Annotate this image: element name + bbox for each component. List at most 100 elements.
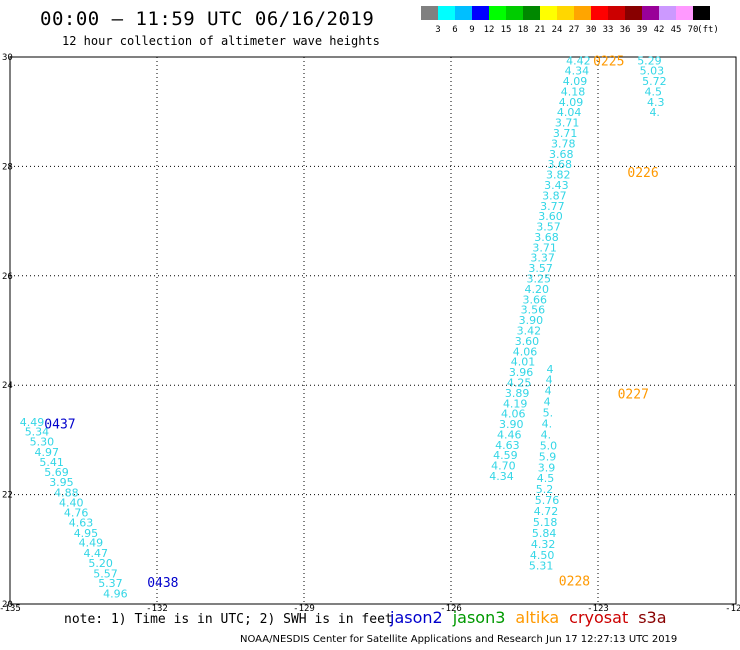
color-scale-legend: 3 6 9 12 15 18 21 24 27 30 33 36 39 42 45 70(ft) (421, 6, 719, 35)
x-tick-label: -132 (146, 604, 168, 612)
scale-swatch (693, 6, 710, 20)
wave-height-value: 4.63 (69, 516, 94, 529)
wave-height-value: 4. (541, 428, 552, 441)
scale-unit: (ft) (697, 25, 719, 35)
wave-height-value: 4.34 (565, 65, 590, 78)
scale-swatch (421, 6, 438, 20)
wave-height-value: 4 (545, 385, 552, 398)
wave-height-value: 4.49 (79, 537, 104, 550)
wave-height-value: 4.49 (20, 416, 45, 429)
wave-height-value: 3.68 (534, 231, 559, 244)
wave-height-value: 4.70 (491, 460, 516, 473)
wave-height-value: 4 (546, 374, 553, 387)
scale-swatch (472, 6, 489, 20)
x-tick-label: -135 (0, 604, 21, 612)
satellite-jason2: jason2 (390, 608, 443, 627)
scale-swatch (608, 6, 625, 20)
wave-height-value: 4.95 (74, 527, 99, 540)
wave-height-value: 4.72 (534, 505, 559, 518)
wave-height-value: 5.41 (39, 456, 64, 469)
wave-height-value: 5. (543, 407, 554, 420)
y-tick-label: 26 (2, 272, 13, 282)
wave-height-value: 4.96 (103, 588, 128, 601)
wave-height-value: 4.04 (557, 106, 582, 119)
scale-swatch (591, 6, 608, 20)
scale-swatch (523, 6, 540, 20)
scale-label: 30 (586, 25, 597, 35)
wave-height-value: 3.43 (544, 179, 569, 192)
wave-height-value: 3.66 (523, 293, 548, 306)
track-layer: 4.495.345.304.975.415.693.954.884.404.76… (20, 54, 667, 600)
wave-height-value: 3.68 (548, 158, 573, 171)
wave-height-plot: -135 -132 -129 -126 -123 -124 20 22 24 26 28 30 4.49… (0, 53, 740, 612)
wave-height-value: 4.42 (566, 54, 591, 67)
wave-height-value: 4.3 (647, 96, 665, 109)
scale-label: 33 (603, 25, 614, 35)
wave-height-value: 3.96 (509, 366, 534, 379)
wave-height-value: 3.89 (505, 387, 530, 400)
wave-height-value: 4.88 (54, 486, 79, 499)
scale-swatch (557, 6, 574, 20)
wave-height-value: 5.69 (44, 466, 69, 479)
wave-height-value: 3.77 (540, 200, 565, 213)
wave-height-value: 4.76 (64, 507, 89, 520)
y-tick-label: 22 (2, 491, 13, 501)
scale-label: 45 (671, 25, 682, 35)
y-tick-label: 30 (2, 53, 13, 63)
wave-height-value: 4 (547, 363, 554, 376)
x-tick-label: -126 (440, 604, 462, 612)
wave-height-value: 5.30 (30, 436, 54, 449)
wave-height-value: 4.01 (511, 356, 536, 369)
wave-height-value: 4.46 (497, 428, 522, 441)
wave-height-value: 5.2 (536, 483, 554, 496)
wave-height-value: 4.50 (530, 549, 555, 562)
scale-label: 27 (569, 25, 580, 35)
wave-height-value: 3.95 (49, 476, 73, 489)
scale-swatch (659, 6, 676, 20)
wave-height-value: 4.59 (493, 449, 518, 462)
wave-height-value: 5.76 (535, 494, 560, 507)
wave-height-value: 3.82 (546, 169, 571, 182)
wave-height-value: 4.5 (645, 85, 663, 98)
scale-label: 24 (552, 25, 563, 35)
scale-swatch (540, 6, 557, 20)
wave-height-value: 4. (649, 106, 660, 119)
wave-height-value: 5.9 (539, 450, 557, 463)
scale-swatch (438, 6, 455, 20)
scale-swatch (455, 6, 472, 20)
scale-label: 18 (518, 25, 529, 35)
wave-height-value: 5.57 (93, 567, 118, 580)
wave-height-value: 3.57 (528, 262, 553, 275)
x-tick-label: -123 (587, 604, 609, 612)
scale-label: 6 (452, 25, 457, 35)
wave-height-value: 4.32 (531, 538, 556, 551)
pass-time-label: 0225 (593, 54, 624, 69)
wave-height-value: 4.09 (563, 75, 588, 88)
wave-height-value: 5.18 (533, 516, 558, 529)
wave-height-value: 4.34 (489, 470, 513, 483)
scale-swatch (489, 6, 506, 20)
wave-height-value: 3.87 (542, 189, 567, 202)
wave-height-value: 4. (542, 417, 553, 430)
wave-height-value: 3.57 (536, 221, 561, 234)
scale-swatch (676, 6, 693, 20)
y-tick-label: 20 (2, 600, 13, 610)
wave-height-value: 5.20 (88, 557, 113, 570)
wave-height-value: 4.06 (501, 408, 525, 421)
wave-height-value: 4.09 (559, 96, 584, 109)
scale-label: 15 (501, 25, 512, 35)
satellite-legend: jason2 jason3 altika cryosat s3a (390, 608, 677, 627)
wave-height-value: 3.68 (549, 148, 574, 161)
scale-swatch (574, 6, 591, 20)
wave-height-value: 3.71 (553, 127, 578, 140)
scale-label: 70 (688, 25, 699, 35)
wave-height-value: 4.18 (561, 85, 586, 98)
wave-height-value: 3.71 (555, 117, 580, 130)
scale-label: 21 (535, 25, 546, 35)
satellite-jason3: jason3 (452, 608, 506, 627)
chart-title: 00:00 – 11:59 UTC 06/16/2019 (40, 8, 375, 30)
wave-height-value: 3.90 (499, 418, 524, 431)
wave-height-value: 3.78 (551, 137, 576, 150)
footer-note: note: 1) Time is in UTC; 2) SWH is in fe… (64, 612, 393, 627)
scale-label: 12 (484, 25, 495, 35)
